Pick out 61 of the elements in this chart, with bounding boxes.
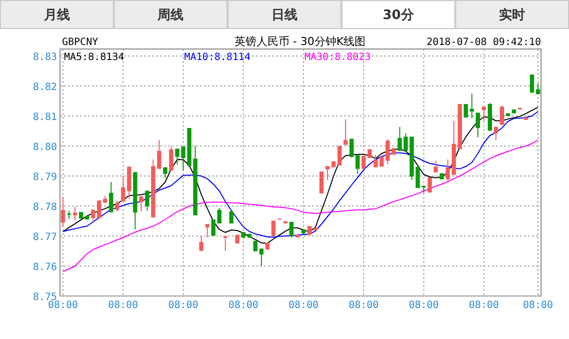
candlestick	[229, 210, 234, 224]
candlestick	[530, 74, 534, 94]
candlestick	[350, 138, 354, 158]
candlestick	[428, 178, 432, 192]
x-tick-label: 08:00	[228, 300, 258, 311]
candlestick	[205, 224, 210, 238]
candlestick	[500, 105, 504, 126]
text: MA10:8.8114	[184, 52, 250, 63]
candlestick	[90, 208, 96, 222]
candlestick	[464, 104, 468, 118]
y-tick-label: 8.78	[32, 202, 57, 213]
y-tick-label: 8.82	[32, 82, 57, 93]
candlestick	[259, 248, 264, 266]
candlestick	[72, 206, 78, 222]
line-series	[62, 140, 538, 272]
text: 30分	[382, 8, 415, 23]
text: 周线	[156, 8, 184, 23]
x-tick-label: 08:00	[48, 300, 78, 311]
candlestick	[223, 236, 228, 252]
y-tick-label: 8.77	[32, 232, 57, 243]
x-tick-label: 08:00	[522, 300, 554, 311]
candlestick	[96, 200, 102, 220]
candlestick	[271, 220, 276, 236]
candlestick	[199, 236, 204, 252]
text: MA30:8.8023	[304, 52, 371, 63]
y-tick-label: 8.81	[32, 112, 57, 123]
x-tick-label: 08:00	[288, 300, 319, 311]
candlestick	[145, 190, 150, 212]
chart-title: 英镑人民币 - 30分钟K线图	[234, 35, 366, 48]
y-tick-label: 8.80	[32, 142, 57, 153]
candlestick	[356, 154, 360, 174]
text: 2018-07-08 09:42:10	[426, 37, 541, 48]
x-tick-label: 08:00	[408, 300, 439, 311]
candlestick	[362, 155, 366, 170]
candlestick	[289, 221, 294, 238]
candlestick	[434, 160, 438, 173]
candlestick	[139, 194, 144, 212]
text: 月线	[42, 8, 70, 23]
candlestick	[115, 200, 120, 212]
candlestick	[343, 118, 348, 146]
candlestick	[476, 112, 480, 138]
x-tick-label: 08:00	[108, 300, 138, 311]
y-tick-label: 8.79	[32, 172, 57, 183]
text: MA5:8.8134	[64, 52, 124, 63]
candlestick	[325, 166, 330, 180]
chart-subtitle: GBPCNY	[62, 37, 98, 48]
candlestick	[169, 146, 174, 172]
candlestick	[482, 106, 486, 122]
candlestick	[60, 196, 66, 228]
text: 日线	[272, 8, 298, 23]
candlestick	[121, 176, 126, 202]
y-tick-label: 8.76	[32, 262, 57, 273]
candlestick	[109, 182, 114, 213]
candlestick	[337, 146, 342, 166]
x-tick-label: 08:00	[348, 300, 379, 311]
text: 实时	[499, 7, 526, 23]
y-tick-label: 8.83	[32, 52, 57, 63]
x-tick-label: 08:00	[468, 300, 499, 311]
x-tick-label: 08:00	[168, 300, 198, 311]
candlestick	[494, 126, 498, 140]
candlestick	[319, 171, 324, 194]
